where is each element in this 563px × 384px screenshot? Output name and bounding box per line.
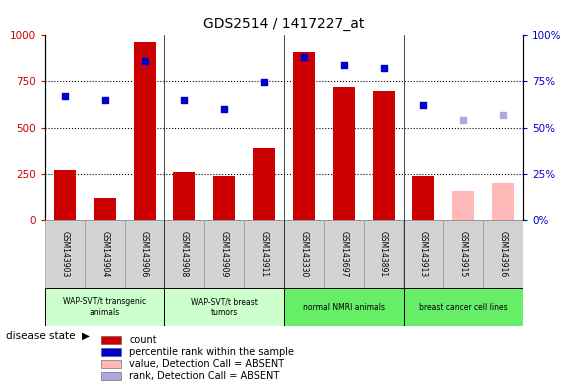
Point <box>220 106 229 112</box>
Text: GSM143913: GSM143913 <box>419 231 428 277</box>
Bar <box>101 372 121 380</box>
Bar <box>204 220 244 288</box>
Bar <box>364 220 404 288</box>
Text: count: count <box>129 335 157 345</box>
Point <box>260 79 269 85</box>
Text: GSM143909: GSM143909 <box>220 231 229 277</box>
Text: disease state  ▶: disease state ▶ <box>6 331 90 341</box>
Text: rank, Detection Call = ABSENT: rank, Detection Call = ABSENT <box>129 371 280 381</box>
Text: GSM143916: GSM143916 <box>499 231 508 277</box>
Bar <box>101 348 121 356</box>
Bar <box>373 91 395 220</box>
Bar <box>45 288 164 326</box>
Bar <box>293 52 315 220</box>
Point <box>459 117 468 123</box>
Bar <box>452 191 474 220</box>
Bar <box>483 220 523 288</box>
Bar <box>443 220 483 288</box>
Bar <box>492 183 514 220</box>
Text: GSM143891: GSM143891 <box>379 231 388 277</box>
Text: GSM143697: GSM143697 <box>339 231 348 277</box>
Text: GSM143904: GSM143904 <box>100 231 109 277</box>
Bar <box>133 42 155 220</box>
Title: GDS2514 / 1417227_at: GDS2514 / 1417227_at <box>203 17 365 31</box>
Point <box>300 54 309 60</box>
Text: GSM143903: GSM143903 <box>60 231 69 277</box>
Bar <box>45 220 85 288</box>
Bar <box>404 220 443 288</box>
Bar <box>85 220 124 288</box>
Bar <box>244 220 284 288</box>
Text: GSM143908: GSM143908 <box>180 231 189 277</box>
Text: GSM143330: GSM143330 <box>300 231 309 277</box>
Bar <box>333 87 355 220</box>
Text: WAP-SVT/t transgenic
animals: WAP-SVT/t transgenic animals <box>63 297 146 317</box>
Bar <box>284 288 404 326</box>
Bar <box>253 148 275 220</box>
Text: value, Detection Call = ABSENT: value, Detection Call = ABSENT <box>129 359 285 369</box>
Bar <box>324 220 364 288</box>
Bar <box>101 360 121 368</box>
Point <box>100 97 109 103</box>
Bar <box>164 220 204 288</box>
Bar <box>124 220 164 288</box>
Bar <box>94 198 116 220</box>
Bar <box>284 220 324 288</box>
Bar <box>173 172 195 220</box>
Bar <box>404 288 523 326</box>
Text: normal NMRI animals: normal NMRI animals <box>303 303 385 311</box>
Text: percentile rank within the sample: percentile rank within the sample <box>129 347 294 357</box>
Point <box>60 93 69 99</box>
Point <box>140 58 149 64</box>
Text: WAP-SVT/t breast
tumors: WAP-SVT/t breast tumors <box>191 297 258 317</box>
Bar <box>101 336 121 344</box>
Bar <box>164 288 284 326</box>
Text: GSM143915: GSM143915 <box>459 231 468 277</box>
Text: breast cancer cell lines: breast cancer cell lines <box>419 303 508 311</box>
Bar <box>54 170 76 220</box>
Bar <box>213 175 235 220</box>
Bar <box>413 175 435 220</box>
Point <box>379 65 388 71</box>
Point <box>180 97 189 103</box>
Text: GSM143906: GSM143906 <box>140 231 149 277</box>
Point <box>499 111 508 118</box>
Text: GSM143911: GSM143911 <box>260 231 269 277</box>
Point <box>339 61 348 68</box>
Point <box>419 102 428 108</box>
